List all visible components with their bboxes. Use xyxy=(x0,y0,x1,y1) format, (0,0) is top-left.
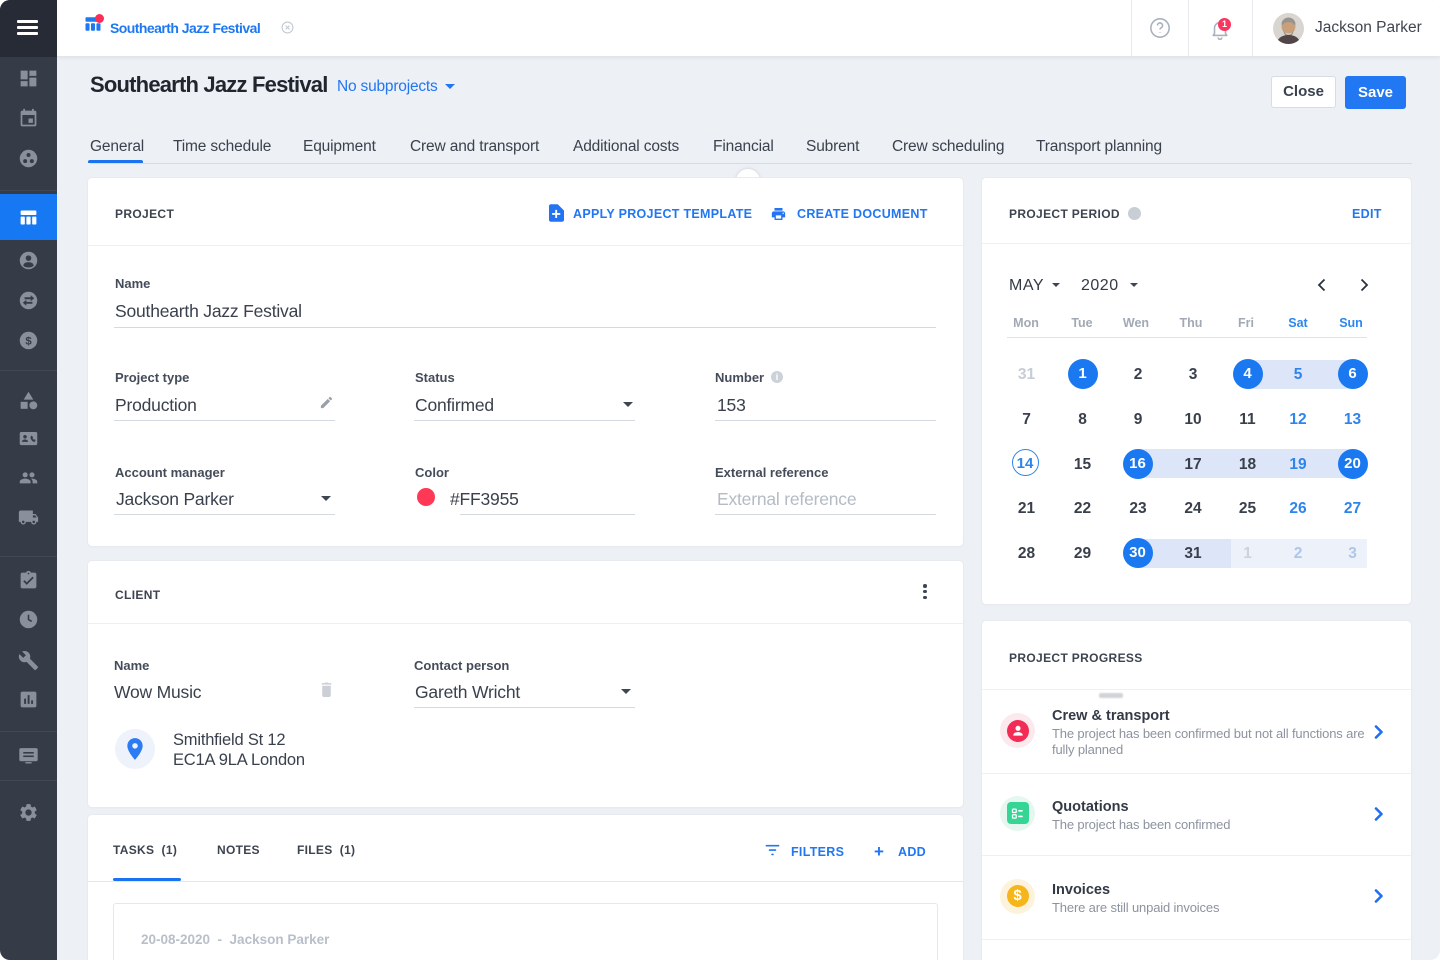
svg-text:$: $ xyxy=(25,336,32,348)
